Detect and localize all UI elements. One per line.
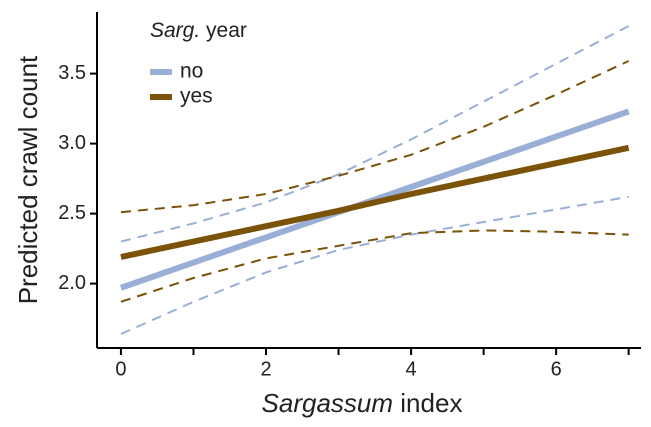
legend-label: yes	[180, 85, 213, 108]
legend-title-rest: year	[206, 19, 247, 42]
legend-title-italic: Sarg.	[150, 19, 200, 42]
y-tick-label: 2.5	[58, 202, 86, 224]
ci-lower	[120, 229, 629, 303]
y-tick-label: 2.0	[58, 272, 86, 294]
x-tick-label: 0	[115, 358, 126, 380]
legend-label: no	[180, 60, 203, 83]
x-title-rest: index	[400, 388, 462, 418]
ci-lower	[120, 195, 629, 335]
x-axis-title: Sargassum index	[262, 388, 463, 418]
x-tick-label: 4	[406, 358, 417, 380]
y-tick-label: 3.0	[58, 132, 86, 154]
y-axis-title: Predicted crawl count	[13, 55, 43, 304]
ci-upper	[120, 60, 630, 214]
y-tick-label: 3.5	[58, 62, 86, 84]
fit-line	[120, 144, 630, 260]
x-tick-label: 6	[551, 358, 562, 380]
x-tick-label: 2	[260, 358, 271, 380]
ci-upper	[120, 25, 630, 243]
x-title-italic: Sargassum	[262, 388, 394, 418]
legend-title: Sarg. year	[150, 19, 247, 42]
